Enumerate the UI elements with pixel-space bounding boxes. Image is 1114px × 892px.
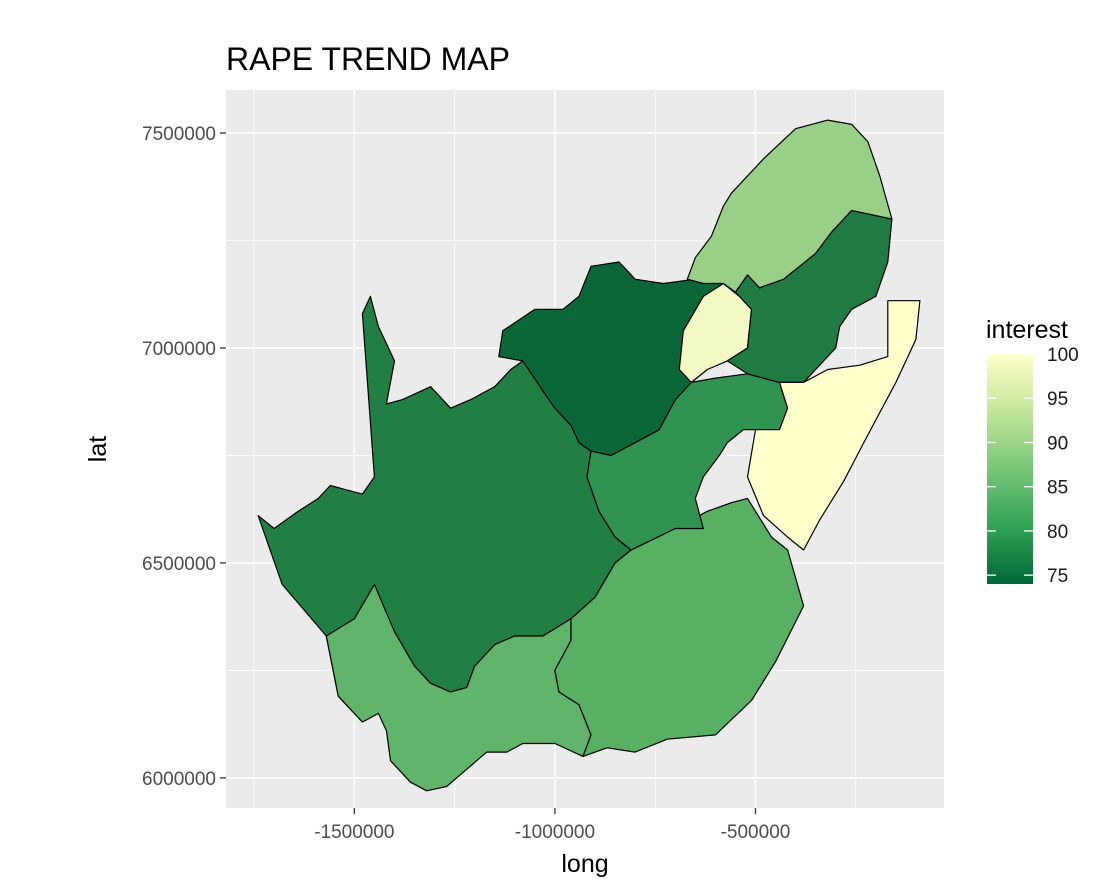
legend: interest 100 95 90 85 80 75: [986, 316, 1079, 587]
y-axis: 6000000 6500000 7000000 7500000: [142, 124, 226, 790]
map-regions: [257, 119, 921, 792]
legend-label: 95: [1047, 389, 1068, 410]
region-kwazulu-natal: [746, 300, 921, 551]
x-axis: -1500000 -1000000 -500000: [314, 808, 790, 843]
legend-title: interest: [986, 316, 1068, 344]
legend-label: 80: [1047, 522, 1068, 543]
y-axis-title: lat: [84, 436, 112, 462]
y-tick-label: 6500000: [142, 554, 216, 575]
legend-label: 100: [1047, 345, 1079, 366]
x-tick-label: -1000000: [515, 822, 595, 843]
chart-title: RAPE TREND MAP: [226, 41, 510, 77]
legend-color-bar: [987, 354, 1033, 584]
legend-label: 75: [1047, 566, 1068, 587]
x-tick-label: -500000: [721, 822, 791, 843]
y-tick-label: 7500000: [142, 124, 216, 145]
legend-label: 90: [1047, 433, 1068, 454]
y-tick-label: 6000000: [142, 769, 216, 790]
legend-label: 85: [1047, 478, 1068, 499]
x-tick-label: -1500000: [314, 822, 394, 843]
region-limpopo: [686, 119, 893, 293]
x-axis-title: long: [561, 850, 608, 878]
plot-panel: [226, 90, 944, 808]
y-tick-label: 7000000: [142, 339, 216, 360]
legend-ticks: 100 95 90 85 80 75: [987, 345, 1079, 587]
